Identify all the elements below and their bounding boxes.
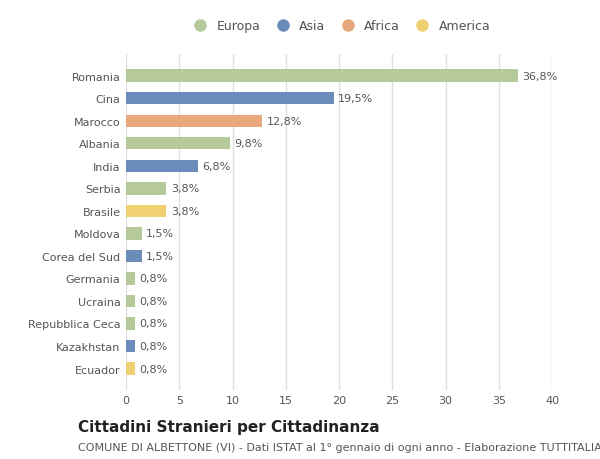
Legend: Europa, Asia, Africa, America: Europa, Asia, Africa, America bbox=[185, 18, 493, 36]
Text: 6,8%: 6,8% bbox=[203, 162, 231, 171]
Bar bbox=[126, 115, 262, 128]
Bar bbox=[126, 318, 134, 330]
Bar bbox=[126, 250, 142, 263]
Bar bbox=[126, 363, 134, 375]
Text: 0,8%: 0,8% bbox=[139, 274, 167, 284]
Bar bbox=[126, 160, 199, 173]
Bar bbox=[126, 228, 142, 240]
Text: Cittadini Stranieri per Cittadinanza: Cittadini Stranieri per Cittadinanza bbox=[78, 419, 380, 434]
Bar bbox=[126, 138, 230, 150]
Text: 0,8%: 0,8% bbox=[139, 364, 167, 374]
Text: 3,8%: 3,8% bbox=[171, 184, 199, 194]
Text: 3,8%: 3,8% bbox=[171, 207, 199, 216]
Text: 0,8%: 0,8% bbox=[139, 341, 167, 351]
Bar bbox=[126, 183, 166, 195]
Bar bbox=[126, 273, 134, 285]
Bar bbox=[126, 93, 334, 105]
Text: COMUNE DI ALBETTONE (VI) - Dati ISTAT al 1° gennaio di ogni anno - Elaborazione : COMUNE DI ALBETTONE (VI) - Dati ISTAT al… bbox=[78, 442, 600, 452]
Bar bbox=[126, 70, 518, 83]
Text: 1,5%: 1,5% bbox=[146, 252, 175, 261]
Text: 1,5%: 1,5% bbox=[146, 229, 175, 239]
Text: 19,5%: 19,5% bbox=[338, 94, 373, 104]
Text: 36,8%: 36,8% bbox=[522, 72, 557, 82]
Bar bbox=[126, 340, 134, 353]
Text: 12,8%: 12,8% bbox=[266, 117, 302, 126]
Bar bbox=[126, 295, 134, 308]
Text: 0,8%: 0,8% bbox=[139, 319, 167, 329]
Text: 9,8%: 9,8% bbox=[235, 139, 263, 149]
Bar bbox=[126, 205, 166, 218]
Text: 0,8%: 0,8% bbox=[139, 297, 167, 306]
